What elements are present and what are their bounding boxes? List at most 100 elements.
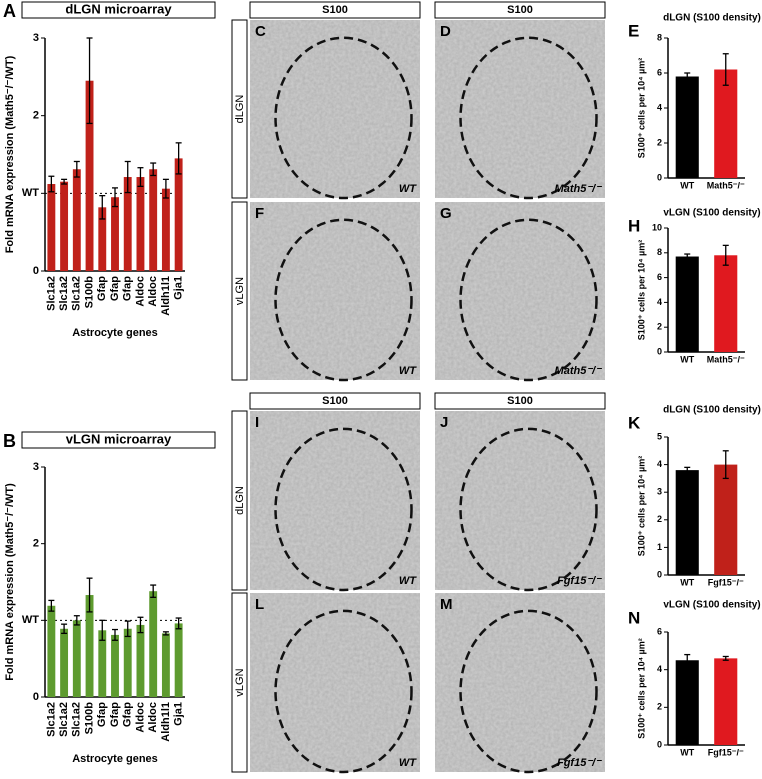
bar xyxy=(98,207,107,271)
y-tick-label: 0 xyxy=(657,569,662,579)
row-label-box xyxy=(231,201,248,381)
micrograph-texture xyxy=(250,20,420,198)
y-axis-label: Fold mRNA expression (Math5⁻/⁻/WT) xyxy=(4,55,16,253)
error-bar xyxy=(61,178,68,185)
bar xyxy=(72,620,81,697)
y-tick-label: 2 xyxy=(657,702,662,712)
y-tick-label: 2 xyxy=(33,110,39,122)
genotype-label: WT xyxy=(399,183,417,195)
nucleus-outline xyxy=(274,218,413,382)
y-tick-label: 0 xyxy=(33,691,39,703)
error-bar xyxy=(124,620,131,638)
bar xyxy=(174,158,183,271)
column-header: S100 xyxy=(507,395,533,407)
error-bar xyxy=(684,466,691,474)
x-tick-label: Slc1a2 xyxy=(58,702,70,737)
y-tick-label: 1 xyxy=(657,542,662,552)
bar xyxy=(60,181,69,271)
panel-letter: A xyxy=(3,1,16,21)
column-header-box xyxy=(434,1,606,19)
error-bar xyxy=(162,178,169,199)
nucleus-outline xyxy=(459,218,598,382)
error-bar xyxy=(722,450,729,480)
error-bar xyxy=(684,253,691,260)
row-label: dLGN xyxy=(234,95,246,124)
nucleus-outline xyxy=(459,609,598,774)
panel-letter: G xyxy=(440,205,452,222)
y-tick-label: 2 xyxy=(657,322,662,332)
x-tick-label: Gja1 xyxy=(173,276,185,300)
error-bar xyxy=(99,195,106,220)
column-header: S100 xyxy=(322,4,348,16)
bar xyxy=(111,634,119,697)
y-tick-label: 0 xyxy=(657,739,662,749)
x-tick-label: Aldoc xyxy=(147,276,159,307)
y-tick-label: 6 xyxy=(657,67,662,77)
micrograph-texture xyxy=(250,202,420,380)
x-tick-label: Slc1a2 xyxy=(71,702,83,737)
y-tick-label: 2 xyxy=(33,538,39,550)
panel-letter: L xyxy=(255,596,264,613)
chart-title: vLGN microarray xyxy=(66,431,172,446)
panel-letter: B xyxy=(3,431,16,451)
y-axis-label: S100⁺ cells per 10⁴ µm² xyxy=(636,638,646,738)
bar xyxy=(714,658,738,745)
y-tick-label: 8 xyxy=(657,247,662,257)
panel-letter: M xyxy=(440,596,453,613)
bar xyxy=(85,80,94,271)
micrograph-texture xyxy=(435,202,605,380)
nucleus-outline xyxy=(274,427,413,592)
y-axis-label: Fold mRNA expression (Math5⁻/⁻/WT) xyxy=(4,483,16,681)
y-tick-label: WT xyxy=(22,187,39,199)
y-tick-label: 0 xyxy=(657,172,662,182)
x-tick-label: Gfap xyxy=(109,702,121,727)
x-tick-label: Gfap xyxy=(109,276,121,301)
x-tick-label: Aldoc xyxy=(147,702,159,733)
x-tick-label: Fgf15⁻/⁻ xyxy=(708,577,744,587)
error-bar xyxy=(150,162,157,177)
bar xyxy=(675,660,699,745)
chart-title: vLGN (S100 density) xyxy=(663,208,760,219)
error-bar xyxy=(175,617,182,630)
y-tick-label: 6 xyxy=(657,626,662,636)
error-bar xyxy=(86,37,93,125)
bar xyxy=(47,184,56,271)
x-tick-label: Gfap xyxy=(96,276,108,301)
y-tick-label: WT xyxy=(22,614,39,626)
row-label: vLGN xyxy=(234,668,246,696)
x-tick-label: Slc1a2 xyxy=(45,702,57,737)
y-axis-label: S100⁺ cells per 10⁴ µm² xyxy=(636,58,646,158)
error-bar xyxy=(86,577,93,613)
error-bar xyxy=(73,160,80,178)
x-tick-label: WT xyxy=(680,180,694,190)
chart-title: dLGN (S100 density) xyxy=(663,405,761,416)
panel-letter: K xyxy=(628,413,641,432)
error-bar xyxy=(137,616,144,634)
error-bar xyxy=(48,599,55,612)
y-tick-label: 6 xyxy=(657,272,662,282)
y-tick-label: 3 xyxy=(33,461,39,473)
micrograph-texture xyxy=(250,411,420,590)
column-header-box xyxy=(249,1,421,19)
x-axis-label: Astrocyte genes xyxy=(72,753,158,765)
row-label-box xyxy=(231,592,248,773)
y-tick-label: 3 xyxy=(657,487,662,497)
y-tick-label: 4 xyxy=(657,459,662,469)
panel-letter: C xyxy=(255,23,266,40)
error-bar xyxy=(73,615,80,626)
genotype-label: WT xyxy=(399,575,417,587)
x-axis-label: Astrocyte genes xyxy=(72,327,158,339)
x-tick-label: Slc1a2 xyxy=(71,276,83,311)
chart-title: dLGN (S100 density) xyxy=(663,13,761,24)
error-bar xyxy=(722,655,729,661)
micrograph-texture xyxy=(435,20,605,198)
panel-letter: I xyxy=(255,414,259,431)
error-bar xyxy=(137,167,144,187)
title-box xyxy=(21,1,216,19)
column-header-box xyxy=(249,392,421,410)
x-tick-label: Aldh1l1 xyxy=(160,276,172,316)
genotype-label: WT xyxy=(399,365,417,377)
x-tick-label: Gfap xyxy=(122,276,134,301)
error-bar xyxy=(162,631,169,636)
x-tick-label: S100b xyxy=(83,276,95,309)
